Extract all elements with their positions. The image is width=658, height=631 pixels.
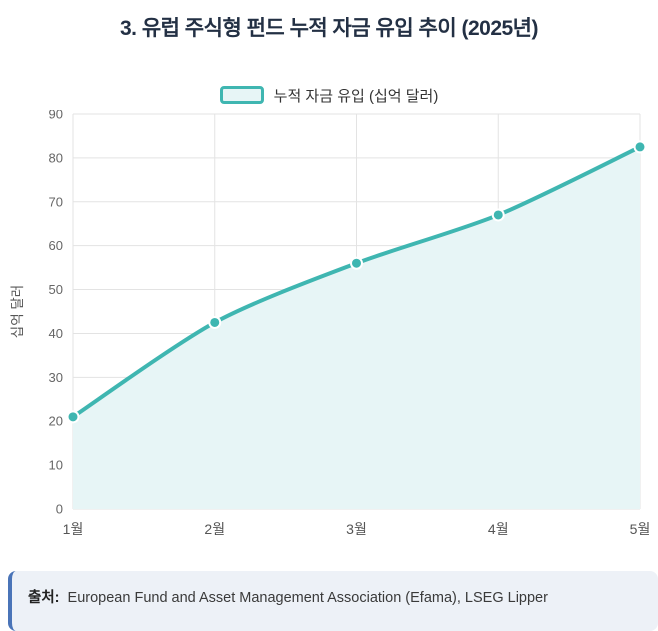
x-tick-label: 5월	[630, 521, 651, 537]
source-text: European Fund and Asset Management Assoc…	[63, 590, 548, 606]
y-tick-label: 10	[49, 458, 63, 473]
x-tick-label: 4월	[488, 521, 509, 537]
y-tick-label: 0	[56, 502, 63, 517]
source-prefix: 출처:	[28, 590, 60, 606]
y-tick-label: 20	[49, 414, 63, 429]
data-point	[66, 410, 80, 424]
chart-area: 0 10 20 30 40 50 60 70 80 90 1월 2월 3월 4월 5월 십억 달러	[0, 110, 658, 555]
x-tick-label: 3월	[346, 521, 367, 537]
y-tick-label: 60	[49, 238, 63, 253]
data-point	[633, 140, 647, 154]
y-tick-label: 70	[49, 194, 63, 209]
page-title: 3. 유럽 주식형 펀드 누적 자금 유입 추이 (2025년)	[119, 17, 539, 40]
y-axis-title: 십억 달러	[10, 285, 25, 338]
y-tick-label: 40	[49, 326, 63, 341]
x-tick-label: 1월	[63, 521, 84, 537]
y-tick-label: 80	[49, 150, 63, 165]
chart-svg: 0 10 20 30 40 50 60 70 80 90 1월 2월 3월 4월 5월 십억 달러	[10, 110, 651, 537]
legend-swatch-icon	[219, 86, 264, 104]
data-point	[208, 315, 222, 329]
y-tick-label: 30	[49, 370, 63, 385]
data-point	[491, 208, 505, 222]
source-note: 출처: European Fund and Asset Management A…	[8, 571, 658, 631]
x-tick-label: 2월	[204, 521, 225, 537]
area-fill	[73, 146, 640, 509]
y-tick-label: 50	[49, 282, 63, 297]
y-tick-label: 90	[49, 110, 63, 122]
legend-label: 누적 자금 유입 (십억 달러)	[273, 87, 439, 105]
legend[interactable]: 누적 자금 유입 (십억 달러)	[0, 84, 658, 106]
data-point	[350, 256, 363, 270]
